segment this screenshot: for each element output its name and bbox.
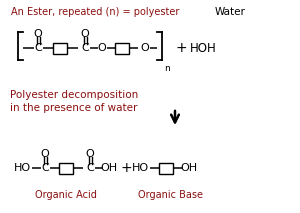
Text: O: O bbox=[85, 149, 94, 159]
Text: An Ester, repeated (n) = polyester: An Ester, repeated (n) = polyester bbox=[11, 7, 179, 17]
Text: Water: Water bbox=[214, 7, 245, 17]
Text: O: O bbox=[81, 29, 89, 39]
Text: HOH: HOH bbox=[190, 42, 216, 55]
Bar bbox=[59, 163, 73, 174]
Text: +: + bbox=[175, 41, 187, 55]
Text: OH: OH bbox=[100, 163, 118, 173]
Text: C: C bbox=[86, 163, 94, 173]
Bar bbox=[115, 43, 129, 53]
Text: n: n bbox=[164, 64, 170, 73]
Text: HO: HO bbox=[14, 163, 31, 173]
Text: Organic Base: Organic Base bbox=[139, 190, 203, 200]
Text: in the presence of water: in the presence of water bbox=[10, 103, 137, 113]
Bar bbox=[53, 43, 67, 53]
Text: Organic Acid: Organic Acid bbox=[35, 190, 97, 200]
Text: O: O bbox=[141, 43, 149, 53]
Text: O: O bbox=[34, 29, 42, 39]
Text: Polyester decomposition: Polyester decomposition bbox=[10, 90, 138, 100]
Text: C: C bbox=[81, 43, 89, 53]
Text: OH: OH bbox=[180, 163, 198, 173]
Text: C: C bbox=[41, 163, 49, 173]
Text: O: O bbox=[40, 149, 50, 159]
Text: HO: HO bbox=[131, 163, 148, 173]
Bar bbox=[159, 163, 173, 174]
Text: +: + bbox=[120, 161, 132, 175]
Text: C: C bbox=[34, 43, 42, 53]
Text: O: O bbox=[98, 43, 106, 53]
